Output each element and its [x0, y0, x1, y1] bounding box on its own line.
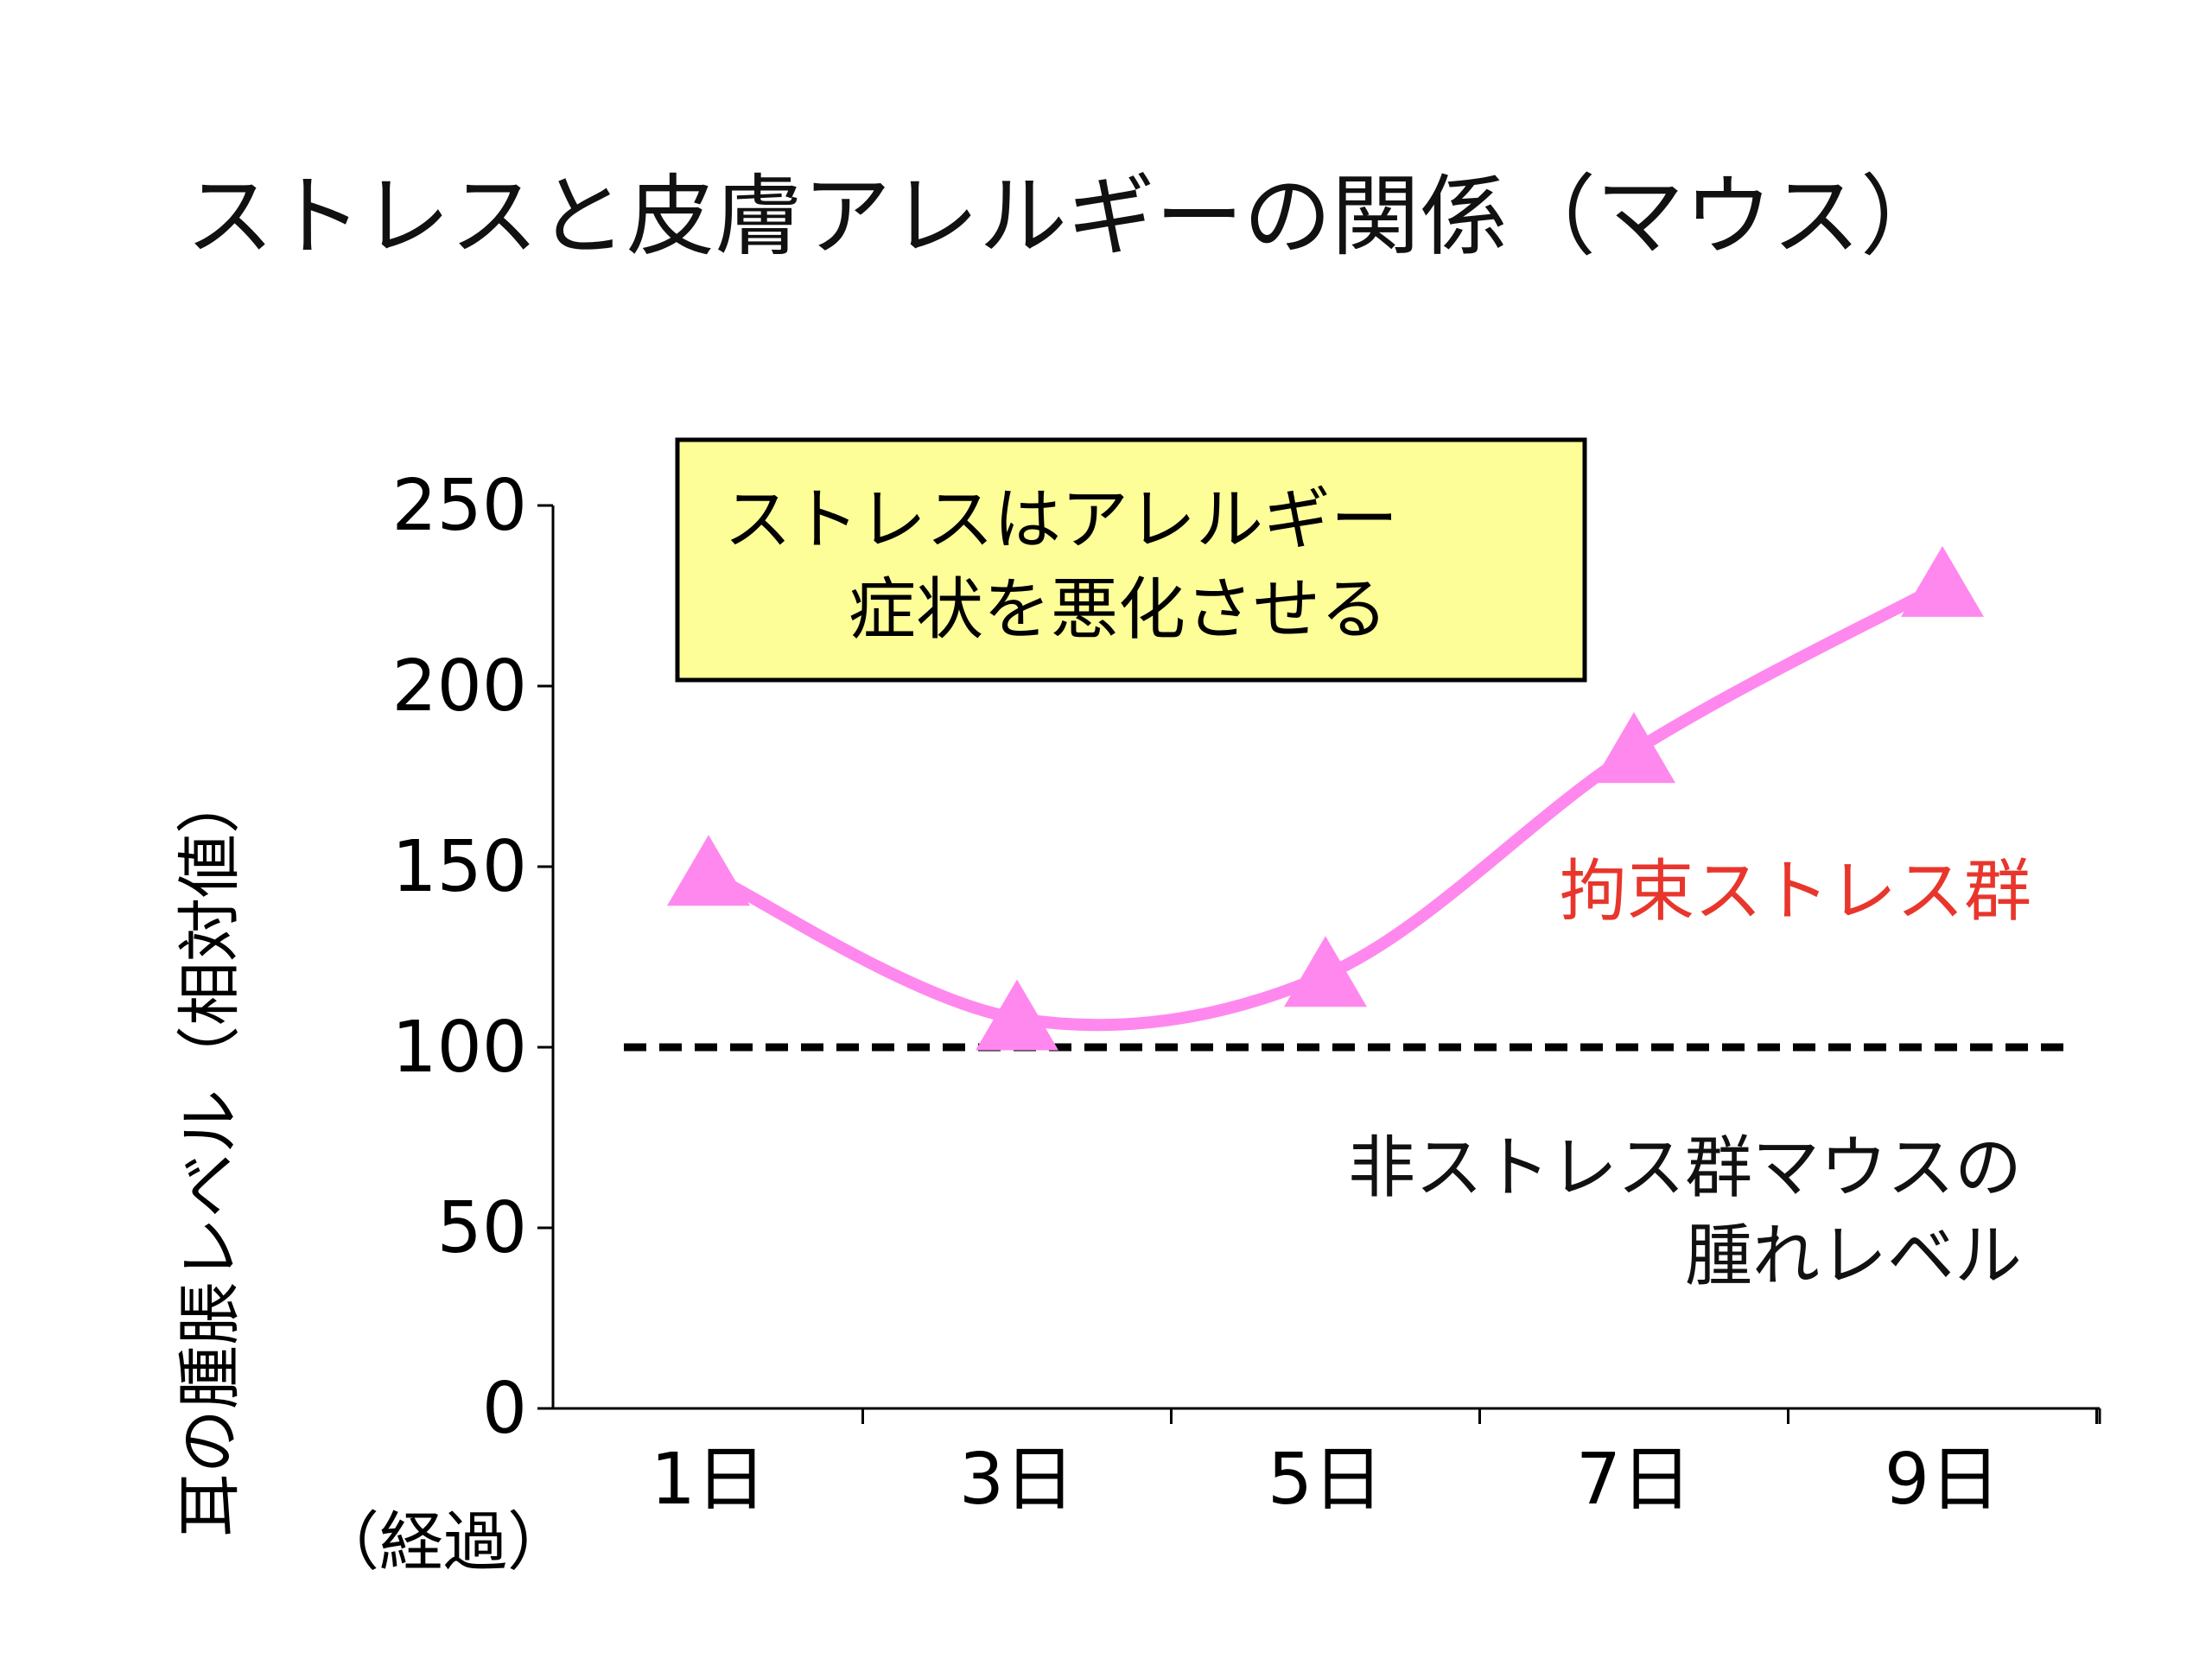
- series-label: 拘束ストレス群: [1560, 853, 2031, 931]
- callout-box: ストレスはアレルギー 症状を悪化させる: [675, 437, 1587, 683]
- baseline-label-line-2: 腫れレベル: [1685, 1217, 2022, 1295]
- x-tick-labels: 1日 3日 5日 7日 9日: [651, 1439, 2000, 1521]
- y-tick-label: 100: [391, 1007, 527, 1089]
- data-point-marker: [1901, 545, 1984, 617]
- baseline-label-line-1: 非ストレス群マウスの: [1348, 1129, 2022, 1207]
- x-tick-label: 3日: [959, 1439, 1075, 1521]
- data-point-marker: [667, 835, 750, 906]
- data-point-marker: [1592, 712, 1675, 784]
- x-tick-label: 7日: [1576, 1439, 1692, 1521]
- series-group: [667, 545, 1984, 1051]
- data-point-marker: [976, 979, 1058, 1051]
- chart-axes: [537, 504, 2101, 1424]
- callout-background: [675, 437, 1587, 683]
- y-tick-label: 250: [391, 465, 527, 547]
- x-tick-label: 1日: [651, 1439, 766, 1521]
- data-point-marker: [1284, 936, 1367, 1007]
- y-tick-labels: 0 50 100 150 200 250: [391, 465, 527, 1450]
- x-axis-unit-label: （経過）: [315, 1505, 571, 1580]
- callout-line-1: ストレスはアレルギー: [724, 481, 1398, 559]
- y-tick-label: 200: [391, 645, 527, 728]
- y-tick-label: 50: [437, 1187, 527, 1269]
- y-axis-label: 耳の腫脹レベル（相対値）: [173, 770, 247, 1537]
- y-tick-label: 0: [482, 1368, 527, 1450]
- slide-title: ストレスと皮膚アレルギーの関係（マウス）: [186, 166, 1948, 269]
- x-tick-label: 5日: [1268, 1439, 1383, 1521]
- x-tick-label: 9日: [1885, 1439, 2000, 1521]
- callout-line-2: 症状を悪化させる: [849, 571, 1388, 649]
- y-tick-label: 150: [391, 826, 527, 908]
